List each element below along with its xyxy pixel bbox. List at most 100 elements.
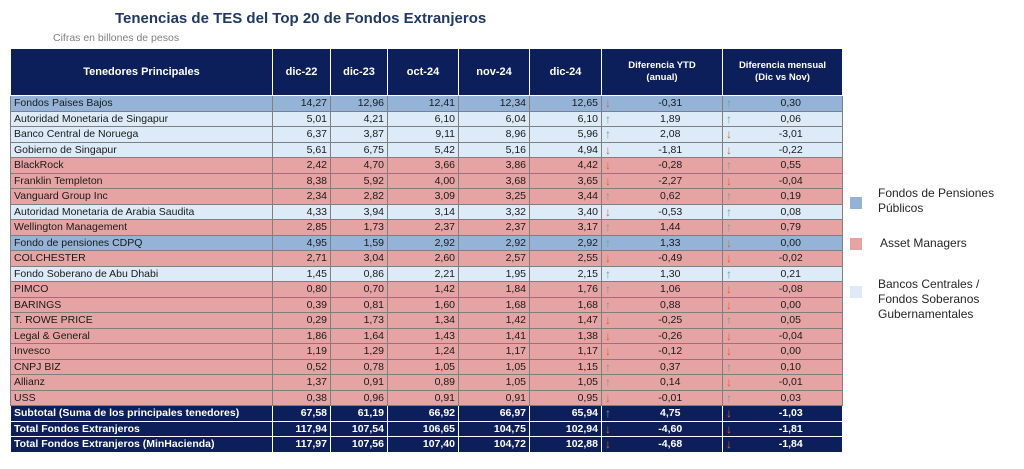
holdings-table: Tenedores Principales dic-22 dic-23 oct-…	[10, 48, 843, 453]
table-row: Total Fondos Extranjeros (MinHacienda) 11…	[10, 436, 843, 453]
table-body: Fondos Paises Bajos 14,27 12,96 12,41 12,34 1…	[10, 95, 843, 453]
value-cell: 6,37	[272, 126, 331, 143]
monthly-diff: -0,22	[739, 141, 843, 158]
arrow-down-icon: ↓	[601, 312, 619, 329]
value-cell: 0,91	[387, 389, 459, 406]
legend-label-pension-1: Fondos de Pensiones	[878, 186, 995, 200]
value-cell: 4,94	[529, 141, 602, 158]
holder-name: Vanguard Group Inc	[10, 188, 273, 205]
value-cell: 12,96	[330, 95, 388, 112]
header-nov-24: nov-24	[458, 48, 530, 96]
arrow-down-icon: ↓	[601, 389, 619, 406]
monthly-diff: 0,05	[739, 312, 843, 329]
value-cell: 0,91	[330, 374, 388, 391]
table-row: Legal & General 1,86 1,64 1,43 1,41 1,38 ↓ -0,2…	[10, 327, 843, 344]
value-cell: 1,24	[387, 343, 459, 360]
table-row: Gobierno de Singapur 5,61 6,75 5,42 5,16 4,94…	[10, 141, 843, 158]
value-cell: 1,45	[272, 265, 331, 282]
value-cell: 0,78	[330, 358, 388, 375]
table-row: Total Fondos Extranjeros 117,94 107,54 106,…	[10, 420, 843, 437]
legend-label-bank-1: Bancos Centrales /	[878, 277, 980, 291]
value-cell: 6,04	[458, 110, 530, 127]
value-cell: 1,15	[529, 358, 602, 375]
holder-name: USS	[10, 389, 273, 406]
value-cell: 117,94	[272, 420, 331, 437]
value-cell: 2,42	[272, 157, 331, 174]
header-mensual-line1: Diferencia mensual	[738, 60, 827, 71]
arrow-up-icon: ↑	[601, 188, 619, 205]
arrow-up-icon: ↑	[601, 358, 619, 375]
arrow-down-icon: ↓	[601, 420, 619, 437]
value-cell: 5,92	[330, 172, 388, 189]
table-row: Franklin Templeton 8,38 5,92 4,00 3,68 3,65 ↓ -…	[10, 172, 843, 189]
arrow-down-icon: ↓	[722, 374, 740, 391]
arrow-down-icon: ↓	[601, 327, 619, 344]
value-cell: 0,91	[458, 389, 530, 406]
value-cell: 2,85	[272, 219, 331, 236]
table-row: PIMCO 0,80 0,70 1,42 1,84 1,76 ↑ 1,06 ↓ -0,08	[10, 281, 843, 298]
arrow-up-icon: ↑	[722, 358, 740, 375]
ytd-diff: 0,14	[618, 374, 723, 391]
value-cell: 104,75	[458, 420, 530, 437]
arrow-down-icon: ↓	[601, 250, 619, 267]
value-cell: 8,38	[272, 172, 331, 189]
header-tenedores: Tenedores Principales	[10, 48, 273, 96]
arrow-up-icon: ↑	[722, 219, 740, 236]
holder-name: Legal & General	[10, 327, 273, 344]
value-cell: 1,84	[458, 281, 530, 298]
value-cell: 102,94	[529, 420, 602, 437]
value-cell: 65,94	[529, 405, 602, 422]
table-row: Allianz 1,37 0,91 0,89 1,05 1,05 ↑ 0,14 ↓ -0,01	[10, 374, 843, 391]
value-cell: 2,57	[458, 250, 530, 267]
table-row: Subtotal (Suma de los principales tenedo…	[10, 405, 843, 422]
holder-name: T. ROWE PRICE	[10, 312, 273, 329]
value-cell: 0,95	[529, 389, 602, 406]
value-cell: 0,29	[272, 312, 331, 329]
holder-name: Allianz	[10, 374, 273, 391]
value-cell: 1,43	[387, 327, 459, 344]
value-cell: 1,42	[387, 281, 459, 298]
table-row: CNPJ BIZ 0,52 0,78 1,05 1,05 1,15 ↑ 0,37 ↑ 0,10	[10, 358, 843, 375]
table-row: Fondos Paises Bajos 14,27 12,96 12,41 12,34 1…	[10, 95, 843, 112]
value-cell: 2,15	[529, 265, 602, 282]
value-cell: 1,17	[529, 343, 602, 360]
value-cell: 12,41	[387, 95, 459, 112]
arrow-up-icon: ↑	[722, 110, 740, 127]
monthly-diff: 0,30	[739, 95, 843, 112]
value-cell: 8,96	[458, 126, 530, 143]
value-cell: 4,42	[529, 157, 602, 174]
value-cell: 1,42	[458, 312, 530, 329]
legend-label-bank-2: Fondos Soberanos	[878, 292, 980, 306]
holder-name: PIMCO	[10, 281, 273, 298]
value-cell: 0,38	[272, 389, 331, 406]
header-dic-23: dic-23	[330, 48, 388, 96]
ytd-diff: 0,88	[618, 296, 723, 313]
value-cell: 6,75	[330, 141, 388, 158]
monthly-diff: -0,01	[739, 374, 843, 391]
holder-name: CNPJ BIZ	[10, 358, 273, 375]
value-cell: 2,37	[458, 219, 530, 236]
value-cell: 1,76	[529, 281, 602, 298]
ytd-diff: -0,25	[618, 312, 723, 329]
value-cell: 5,61	[272, 141, 331, 158]
arrow-up-icon: ↑	[601, 296, 619, 313]
arrow-down-icon: ↓	[601, 157, 619, 174]
value-cell: 1,05	[387, 358, 459, 375]
holder-name: Banco Central de Noruega	[10, 126, 273, 143]
holder-name: BARINGS	[10, 296, 273, 313]
legend-label-pension-2: Públicos	[878, 201, 924, 215]
header-dic-24: dic-24	[529, 48, 602, 96]
ytd-diff: 1,06	[618, 281, 723, 298]
value-cell: 2,92	[529, 234, 602, 251]
ytd-diff: -0,12	[618, 343, 723, 360]
value-cell: 2,37	[387, 219, 459, 236]
value-cell: 2,71	[272, 250, 331, 267]
legend-label-asset: Asset Managers	[880, 236, 967, 250]
table-row: Autoridad Monetaria de Singapur 5,01 4,21 6…	[10, 110, 843, 127]
value-cell: 1,41	[458, 327, 530, 344]
value-cell: 0,52	[272, 358, 331, 375]
value-cell: 3,86	[458, 157, 530, 174]
arrow-up-icon: ↑	[601, 281, 619, 298]
arrow-down-icon: ↓	[601, 343, 619, 360]
monthly-diff: -0,08	[739, 281, 843, 298]
